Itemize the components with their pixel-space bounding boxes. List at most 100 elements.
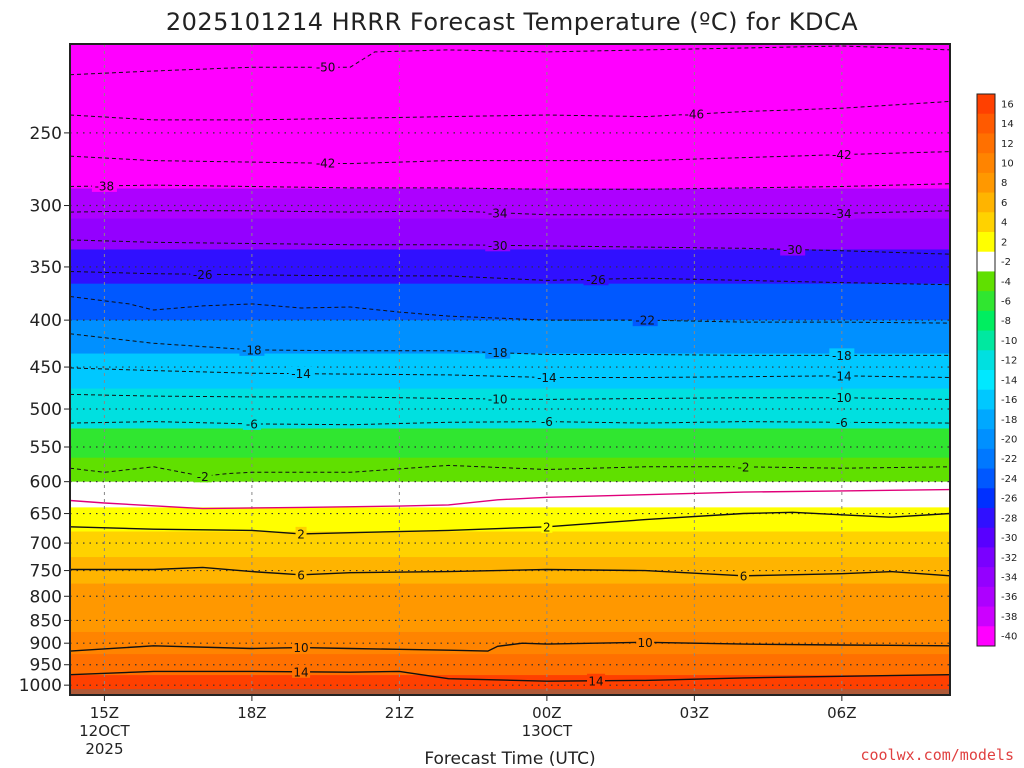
x-axis-label: Forecast Time (UTC) <box>424 749 595 768</box>
contour-label: -14 <box>832 369 852 383</box>
temperature-band <box>70 428 950 459</box>
temperature-band <box>70 116 950 153</box>
contour-label: 2 <box>297 527 305 541</box>
plot-frame <box>69 43 951 696</box>
contour-label-bg <box>829 147 855 161</box>
colorbar-swatch <box>977 113 995 134</box>
y-tick-label: 700 <box>30 534 62 554</box>
contour-label-bg <box>292 640 311 654</box>
contour-label: -30 <box>488 239 508 253</box>
colorbar-swatch <box>977 508 995 529</box>
contour-label-bg <box>537 414 556 428</box>
colorbar-label: -14 <box>1001 375 1017 386</box>
colorbar-swatch <box>977 310 995 332</box>
y-tick-label: 350 <box>30 258 62 278</box>
contour-label: -10 <box>488 392 508 406</box>
contour-label: -18 <box>242 343 262 357</box>
y-tick-label: 950 <box>30 656 62 676</box>
y-tick-label: 750 <box>30 562 62 582</box>
contour-label: -38 <box>95 179 115 193</box>
colorbar-label: 2 <box>1001 237 1007 248</box>
contour-label-bg <box>295 567 307 581</box>
colorbar-label: 14 <box>1001 119 1014 130</box>
x-tick-label: 00Z <box>532 704 561 722</box>
colorbar-label: -2 <box>1001 257 1011 268</box>
colorbar-label: -6 <box>1001 297 1011 308</box>
temperature-band <box>70 152 950 190</box>
colorbar-label: 16 <box>1001 99 1014 110</box>
colorbar-swatch <box>977 468 995 489</box>
contour-label: -34 <box>832 207 852 221</box>
colorbar-swatch <box>977 133 995 154</box>
contour-label: -6 <box>541 415 553 429</box>
contour-label-bg <box>587 673 606 687</box>
colorbar-label: -36 <box>1001 592 1017 603</box>
isotherm-contours: -50-46-42-42-38-34 -34-30 -30-26 -26-22-18-… <box>70 45 950 688</box>
colorbar-swatch <box>977 251 995 272</box>
x-tick-label: 03Z <box>680 704 709 722</box>
colorbar-swatch <box>977 212 995 233</box>
colorbar-swatch <box>977 94 995 115</box>
colorbar-swatch <box>977 291 995 312</box>
y-tick-label: 650 <box>30 505 62 525</box>
colorbar-swatch <box>977 448 995 470</box>
colorbar-swatch <box>977 547 995 568</box>
contour-label: -2 <box>738 460 750 474</box>
colorbar-frame <box>976 93 996 647</box>
y-tick-label: 1000 <box>19 676 62 696</box>
colorbar-swatch <box>977 606 995 627</box>
contour-label-bg <box>485 345 511 359</box>
temperature-band <box>70 631 950 655</box>
colorbar-label: -4 <box>1001 277 1011 288</box>
contour-label: 14 <box>293 665 308 679</box>
contour-label: -26 <box>586 273 606 287</box>
colorbar-swatch <box>977 153 995 174</box>
colorbar-label: -32 <box>1001 553 1017 564</box>
y-tick-label: 500 <box>30 400 62 420</box>
contour-label-bg <box>832 415 851 429</box>
contour-label: -26 <box>193 268 213 282</box>
colorbar-swatch <box>977 232 995 253</box>
y-tick-label: 400 <box>30 311 62 331</box>
colorbar-swatch <box>977 429 995 450</box>
colorbar-swatch <box>977 527 995 548</box>
y-tick-label: 250 <box>30 124 62 144</box>
temperature-band <box>70 44 950 74</box>
colorbar-swatch <box>977 409 995 430</box>
contour-line <box>70 45 950 76</box>
contour-label-bg <box>313 156 339 170</box>
colorbar-swatch <box>977 350 995 371</box>
contour-label-bg <box>780 242 806 256</box>
colorbar-label: -16 <box>1001 395 1017 406</box>
colorbar-label: 4 <box>1001 218 1007 229</box>
contour-label-bg <box>681 107 707 121</box>
y-tick-label: 600 <box>30 473 62 493</box>
x-tick-label: 21Z <box>385 704 414 722</box>
colorbar-label: -18 <box>1001 415 1017 426</box>
contour-label: -6 <box>246 417 258 431</box>
source-label: coolwx.com/models <box>860 746 1014 764</box>
contour-label-bg <box>632 313 658 327</box>
contour-label: 6 <box>740 569 748 583</box>
contour-label-bg <box>583 272 609 286</box>
contour-label: -46 <box>685 108 705 122</box>
temperature-band <box>70 283 950 321</box>
surface-band <box>70 689 950 695</box>
contour-label-bg <box>829 390 855 404</box>
temperature-fill <box>70 44 950 695</box>
chart-title: 2025101214 HRRR Forecast Temperature (ºC… <box>166 8 858 36</box>
contour-label: -30 <box>783 243 803 257</box>
colorbar-label: -38 <box>1001 612 1017 623</box>
colorbar-label: -30 <box>1001 533 1017 544</box>
contour-label-bg <box>829 368 855 382</box>
y-tick-label: 550 <box>30 438 62 458</box>
contour-label: -18 <box>832 349 852 363</box>
temperature-band <box>70 481 950 508</box>
x-tick-label: 06Z <box>827 704 856 722</box>
contour-label: 14 <box>588 674 603 688</box>
contour-line <box>70 511 950 535</box>
contour-line <box>70 566 950 577</box>
y-tick-label: 300 <box>30 197 62 217</box>
contour-label-bg <box>193 469 212 483</box>
